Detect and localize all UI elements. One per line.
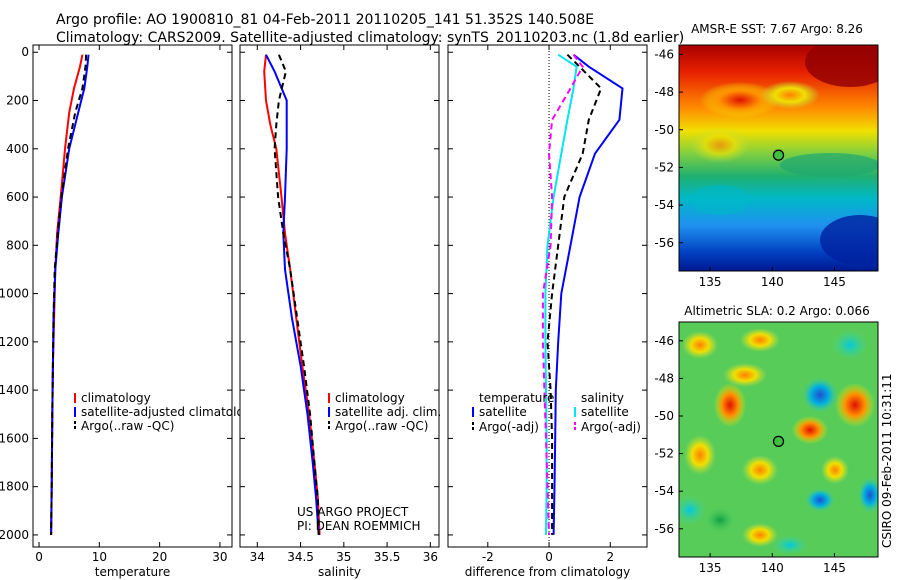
x-tick-label: 35.5 (374, 550, 401, 564)
series-line (546, 53, 603, 535)
map-x-tick-label: 135 (699, 561, 722, 575)
map-x-tick-label: 135 (699, 275, 722, 289)
y-tick-label: 2000 (0, 528, 29, 542)
x-axis-label: difference from climatology (465, 565, 631, 579)
y-tick-label: 1200 (0, 335, 29, 349)
y-tick-label: 400 (6, 142, 29, 156)
series-line (265, 54, 320, 535)
map-y-tick-label: -52 (654, 160, 674, 174)
map-y-tick-label: -50 (654, 409, 674, 423)
x-tick-label: 35 (336, 550, 351, 564)
map-y-tick-label: -54 (654, 484, 674, 498)
y-tick-label: 1400 (0, 383, 29, 397)
map-y-tick-label: -56 (654, 522, 674, 536)
x-tick-label: 2 (606, 550, 614, 564)
legend-entry: satellite adj. clim. (335, 405, 441, 419)
title-line1: Argo profile: AO 1900810_81 04-Feb-2011 … (56, 12, 594, 28)
legend-entry: satellite (479, 405, 527, 419)
y-tick-label: 1800 (0, 480, 29, 494)
x-tick-label: 36 (423, 550, 438, 564)
map-y-tick-label: -56 (654, 236, 674, 250)
legend-entry: satellite-adjusted climatology (81, 405, 259, 419)
legend-group-title: temperature (479, 391, 554, 405)
plot-area (32, 44, 233, 548)
y-tick-label: 800 (6, 238, 29, 252)
legend-entry: satellite (581, 405, 629, 419)
sla-map-title: Altimetric SLA: 0.2 Argo: 0.066 (684, 304, 869, 318)
title-line2: Climatology: CARS2009. Satellite-adjuste… (56, 30, 684, 46)
series-line (273, 54, 320, 535)
x-tick-label: 30 (212, 550, 227, 564)
x-tick-label: 34.5 (287, 550, 314, 564)
legend-entry: climatology (81, 391, 151, 405)
credit-label: CSIRO 09-Feb-2011 10:31:11 (880, 373, 894, 548)
project-annotation: PI: DEAN ROEMMICH (297, 519, 420, 533)
project-annotation: US ARGO PROJECT (297, 505, 409, 519)
y-tick-label: 0 (21, 45, 29, 59)
map-y-tick-label: -50 (654, 123, 674, 137)
float-position-marker (772, 435, 785, 448)
y-tick-label: 200 (6, 94, 29, 108)
panel-salinity: 34 34.5 35 35.5 36 salinity climatologysatelli… (239, 44, 441, 579)
panel-temperature: 0 10 20 30 0 200 400 600 800 1000 1200 1400 1600 1800… (0, 44, 259, 579)
x-tick-label: 20 (152, 550, 167, 564)
map-x-tick-label: 145 (823, 561, 846, 575)
map-x-tick-label: 145 (823, 275, 846, 289)
x-tick-label: 34 (250, 550, 265, 564)
legend-entry: Argo(..raw -QC) (81, 419, 174, 433)
sst-map-title: AMSR-E SST: 7.67 Argo: 8.26 (691, 22, 863, 36)
y-tick-label: 1000 (0, 287, 29, 301)
legend-group-title: salinity (581, 391, 624, 405)
y-tick-label: 1600 (0, 431, 29, 445)
x-tick-label: 0 (35, 550, 43, 564)
series-line (541, 54, 584, 535)
x-tick-label: 0 (545, 550, 553, 564)
map-y-tick-label: -46 (654, 334, 674, 348)
legend-entry: Argo(..raw -QC) (335, 419, 428, 433)
x-axis-label: salinity (318, 565, 361, 579)
map-y-tick-label: -48 (654, 371, 674, 385)
plot-area (239, 44, 440, 548)
series-line (50, 54, 88, 535)
map-y-tick-label: -48 (654, 85, 674, 99)
map-x-tick-label: 140 (761, 275, 784, 289)
legend-entry: Argo(-adj) (581, 420, 641, 434)
legend-entry: climatology (335, 391, 405, 405)
y-tick-label: 600 (6, 190, 29, 204)
sst-map: AMSR-E SST: 7.67 Argo: 8.26 135 140 145 -46… (654, 22, 879, 289)
sla-map: Altimetric SLA: 0.2 Argo: 0.066 135 140 14… (654, 304, 879, 575)
map-x-tick-label: 140 (761, 561, 784, 575)
series-line (552, 53, 624, 535)
map-y-tick-label: -46 (654, 47, 674, 61)
x-axis-label: temperature (95, 565, 170, 579)
x-tick-label: 10 (92, 550, 107, 564)
x-tick-label: -2 (482, 550, 494, 564)
map-y-tick-label: -52 (654, 447, 674, 461)
float-position-marker (772, 149, 785, 161)
map-y-tick-label: -54 (654, 198, 674, 212)
legend-entry: Argo(-adj) (479, 420, 539, 434)
